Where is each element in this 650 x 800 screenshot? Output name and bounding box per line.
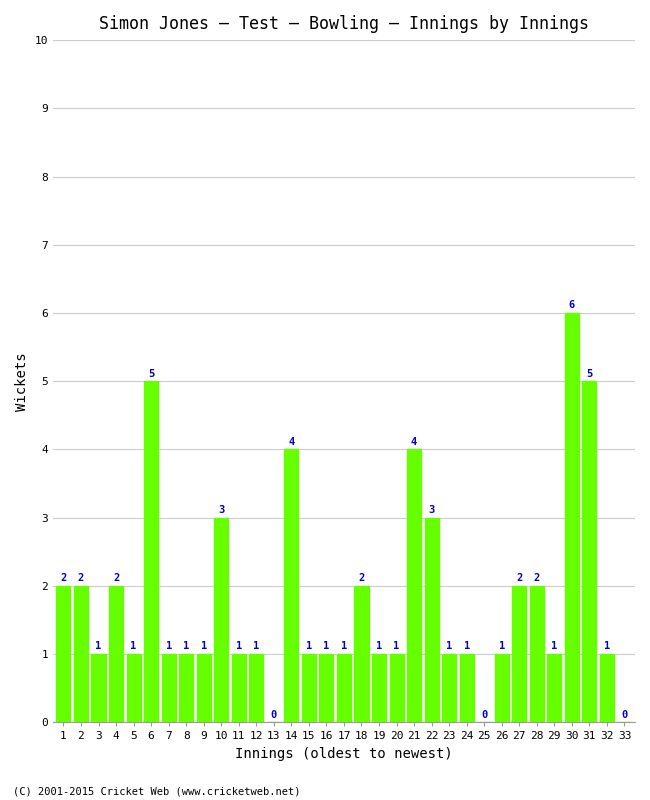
- Text: 3: 3: [218, 505, 224, 515]
- Text: 2: 2: [358, 574, 365, 583]
- Text: 1: 1: [183, 642, 189, 651]
- Bar: [197, 654, 211, 722]
- Bar: [547, 654, 562, 722]
- Bar: [442, 654, 456, 722]
- Text: 1: 1: [236, 642, 242, 651]
- Text: 5: 5: [586, 369, 593, 378]
- Text: 6: 6: [569, 300, 575, 310]
- Text: 1: 1: [499, 642, 505, 651]
- Bar: [407, 450, 421, 722]
- Bar: [512, 586, 527, 722]
- Text: 4: 4: [411, 437, 417, 446]
- Text: 1: 1: [323, 642, 330, 651]
- Bar: [74, 586, 88, 722]
- X-axis label: Innings (oldest to newest): Innings (oldest to newest): [235, 747, 453, 761]
- Bar: [354, 586, 369, 722]
- Text: 1: 1: [551, 642, 558, 651]
- Bar: [389, 654, 404, 722]
- Text: (C) 2001-2015 Cricket Web (www.cricketweb.net): (C) 2001-2015 Cricket Web (www.cricketwe…: [13, 786, 300, 796]
- Text: 1: 1: [306, 642, 312, 651]
- Bar: [179, 654, 193, 722]
- Bar: [250, 654, 263, 722]
- Bar: [495, 654, 509, 722]
- Text: 2: 2: [516, 574, 523, 583]
- Bar: [109, 586, 123, 722]
- Text: 1: 1: [463, 642, 470, 651]
- Bar: [284, 450, 298, 722]
- Text: 4: 4: [288, 437, 294, 446]
- Bar: [372, 654, 386, 722]
- Text: 0: 0: [621, 710, 628, 720]
- Bar: [582, 382, 597, 722]
- Bar: [302, 654, 316, 722]
- Text: 2: 2: [78, 574, 84, 583]
- Text: 1: 1: [446, 642, 452, 651]
- Text: 1: 1: [96, 642, 101, 651]
- Bar: [232, 654, 246, 722]
- Bar: [319, 654, 333, 722]
- Bar: [57, 586, 70, 722]
- Bar: [424, 518, 439, 722]
- Bar: [162, 654, 176, 722]
- Bar: [92, 654, 105, 722]
- Text: 2: 2: [534, 574, 540, 583]
- Text: 5: 5: [148, 369, 154, 378]
- Bar: [144, 382, 158, 722]
- Text: 3: 3: [428, 505, 435, 515]
- Bar: [565, 313, 579, 722]
- Text: 1: 1: [393, 642, 400, 651]
- Text: 2: 2: [113, 574, 119, 583]
- Y-axis label: Wickets: Wickets: [15, 352, 29, 410]
- Bar: [214, 518, 228, 722]
- Bar: [460, 654, 474, 722]
- Text: 0: 0: [270, 710, 277, 720]
- Text: 1: 1: [376, 642, 382, 651]
- Bar: [530, 586, 544, 722]
- Text: 1: 1: [604, 642, 610, 651]
- Text: 1: 1: [341, 642, 347, 651]
- Text: 1: 1: [131, 642, 136, 651]
- Text: 1: 1: [166, 642, 172, 651]
- Bar: [127, 654, 140, 722]
- Bar: [600, 654, 614, 722]
- Text: 1: 1: [253, 642, 259, 651]
- Bar: [337, 654, 351, 722]
- Text: 0: 0: [481, 710, 488, 720]
- Title: Simon Jones – Test – Bowling – Innings by Innings: Simon Jones – Test – Bowling – Innings b…: [99, 15, 589, 33]
- Text: 2: 2: [60, 574, 66, 583]
- Text: 1: 1: [201, 642, 207, 651]
